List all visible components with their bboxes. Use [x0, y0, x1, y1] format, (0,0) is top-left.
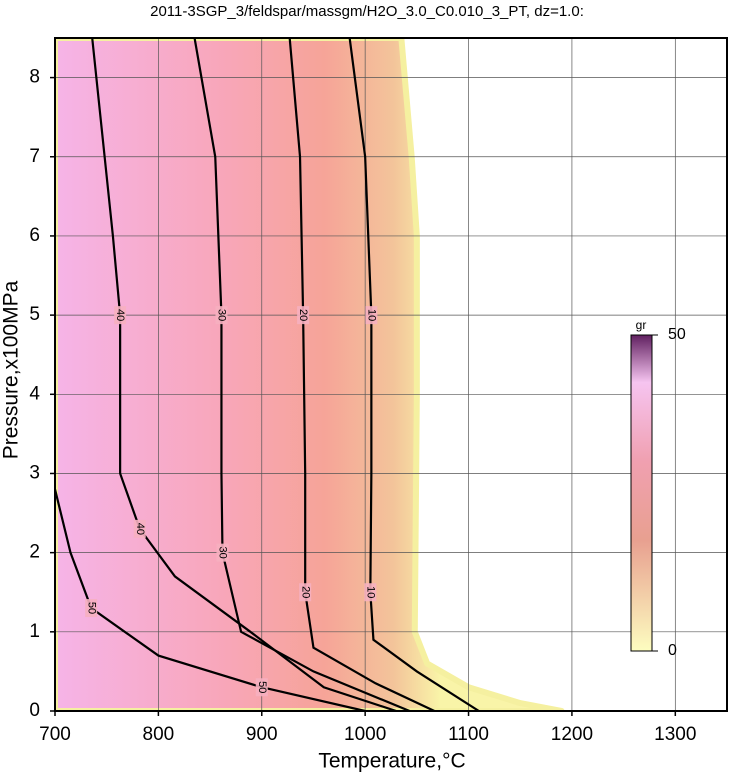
- contour-label: 30: [216, 309, 228, 321]
- y-tick-label: 8: [29, 67, 40, 88]
- contour-label: 10: [365, 309, 377, 321]
- colorbar: [630, 334, 653, 652]
- x-tick-label: 1200: [551, 724, 593, 745]
- x-tick-label: 1000: [344, 724, 386, 745]
- y-tick-label: 6: [29, 225, 40, 246]
- y-tick-label: 5: [29, 304, 40, 325]
- contour-label-bg: [297, 306, 310, 325]
- contour-label: 50: [85, 602, 97, 614]
- contour-label: 30: [217, 547, 229, 559]
- x-tick-label: 900: [246, 724, 278, 745]
- y-tick-label: 4: [29, 383, 40, 404]
- contour-label-bg: [255, 678, 268, 697]
- contour-label-bg: [364, 583, 377, 602]
- contour-label: 20: [299, 586, 311, 598]
- contour-label: 20: [297, 309, 309, 321]
- contour-line: [193, 38, 411, 711]
- contour-label: 40: [134, 523, 146, 535]
- y-tick-label: 0: [29, 700, 40, 721]
- x-axis-label: Temperature,°C: [318, 750, 465, 773]
- contour-label: 50: [256, 681, 268, 693]
- contour-line: [288, 38, 435, 711]
- y-tick-label: 7: [29, 146, 40, 167]
- x-tick-label: 700: [39, 724, 71, 745]
- plot-frame: [54, 37, 728, 712]
- y-tick-label: 1: [29, 621, 40, 642]
- contour-label-bg: [299, 583, 312, 602]
- contour-line: [55, 489, 366, 711]
- field-area: [55, 38, 565, 711]
- y-tick-label: 2: [29, 542, 40, 563]
- colorbar-tick-label: 50: [668, 326, 686, 343]
- x-tick-label: 800: [143, 724, 175, 745]
- y-tick-label: 3: [29, 462, 40, 483]
- colorbar-label: gr: [636, 318, 647, 332]
- contour-label: 40: [114, 309, 126, 321]
- contour-label-bg: [133, 519, 146, 538]
- x-tick-label: 1300: [654, 724, 696, 745]
- chart-title: 2011-3SGP_3/feldspar/massgm/H2O_3.0_C0.0…: [150, 3, 584, 20]
- x-tick-label: 1100: [448, 724, 489, 745]
- contour-label: 10: [364, 586, 376, 598]
- contour-label-bg: [85, 599, 98, 618]
- colorbar-tick-label: 0: [668, 642, 677, 659]
- y-axis-label: Pressure,x100MPa: [0, 280, 23, 459]
- contour-label-bg: [215, 306, 228, 325]
- contour-label-bg: [216, 543, 229, 562]
- contour-line: [348, 38, 480, 711]
- contour-label-bg: [114, 306, 127, 325]
- contour-label-bg: [365, 306, 378, 325]
